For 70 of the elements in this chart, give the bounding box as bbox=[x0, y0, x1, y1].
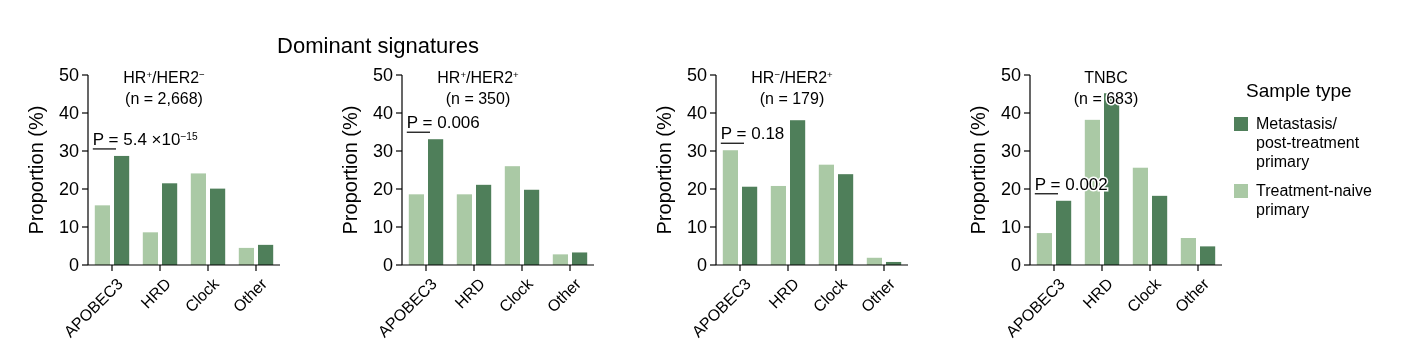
y-axis-title: Proportion (%) bbox=[339, 105, 361, 235]
y-tick-label: 10 bbox=[58, 217, 79, 238]
bar bbox=[838, 174, 854, 265]
y-axis-title: Proportion (%) bbox=[967, 105, 989, 235]
bar bbox=[408, 194, 424, 265]
y-tick-label: 40 bbox=[1000, 103, 1021, 124]
y-tick-label: 50 bbox=[1000, 65, 1021, 86]
legend-label: Treatment-naive primary bbox=[1256, 182, 1372, 218]
y-tick-label: 10 bbox=[686, 217, 707, 238]
bar bbox=[238, 247, 254, 265]
y-tick-label: 10 bbox=[1000, 217, 1021, 238]
text: Dominant signatures bbox=[277, 33, 479, 58]
bar bbox=[770, 185, 786, 265]
y-axis-title: Proportion (%) bbox=[653, 105, 675, 235]
y-tick-label: 30 bbox=[372, 141, 393, 162]
legend-title: Sample type bbox=[1246, 80, 1352, 101]
bar bbox=[524, 189, 540, 265]
annotation: P = 0.006 bbox=[406, 113, 480, 133]
bar bbox=[790, 120, 806, 265]
annotation: P = 5.4 ×10$^{−15}$ bbox=[92, 129, 199, 149]
y-tick-label: 30 bbox=[1000, 141, 1021, 162]
bar bbox=[428, 139, 444, 265]
bar bbox=[456, 194, 472, 265]
y-tick-label: 20 bbox=[1000, 179, 1021, 200]
bar bbox=[258, 244, 274, 265]
y-tick-label: 10 bbox=[372, 217, 393, 238]
text: (n = 2,668) bbox=[125, 90, 203, 107]
y-tick-label: 0 bbox=[1010, 255, 1021, 276]
y-tick-label: 20 bbox=[686, 179, 707, 200]
y-tick-label: 50 bbox=[372, 65, 393, 86]
bar bbox=[94, 205, 110, 265]
y-tick-label: 0 bbox=[68, 255, 79, 276]
annotation: P = 0.18 bbox=[720, 124, 785, 144]
bar bbox=[1056, 200, 1072, 265]
bar bbox=[210, 188, 226, 265]
y-tick-label: 30 bbox=[686, 141, 707, 162]
y-tick-label: 0 bbox=[696, 255, 707, 276]
y-tick-label: 40 bbox=[58, 103, 79, 124]
bar bbox=[142, 232, 158, 265]
bar bbox=[1200, 246, 1216, 265]
y-tick-label: 40 bbox=[372, 103, 393, 124]
chart-title: HR$^{+}$/HER2$^{+}$ bbox=[437, 68, 520, 86]
bar bbox=[190, 173, 206, 265]
bar bbox=[114, 155, 130, 265]
legend-label: Metastasis/ post-treatment primary bbox=[1256, 115, 1360, 170]
bar bbox=[1036, 233, 1052, 265]
text: (n = 179) bbox=[759, 90, 825, 107]
bar bbox=[476, 184, 492, 265]
bar bbox=[552, 254, 568, 265]
y-tick-label: 40 bbox=[686, 103, 707, 124]
y-axis-title: Proportion (%) bbox=[25, 105, 47, 235]
bar bbox=[1132, 167, 1148, 265]
y-tick-label: 20 bbox=[58, 179, 79, 200]
bar bbox=[818, 164, 834, 265]
bar bbox=[722, 150, 738, 265]
bar bbox=[742, 186, 758, 265]
bar bbox=[1152, 195, 1168, 265]
bar bbox=[572, 252, 588, 265]
y-tick-label: 20 bbox=[372, 179, 393, 200]
chart-title: HR$^{−}$/HER2$^{+}$ bbox=[751, 68, 834, 86]
bar bbox=[162, 183, 178, 265]
y-tick-label: 0 bbox=[382, 255, 393, 276]
chart-title: HR$^{+}$/HER2$^{−}$ bbox=[123, 68, 206, 86]
text: (n = 350) bbox=[445, 90, 511, 107]
bar bbox=[1180, 238, 1196, 265]
y-tick-label: 30 bbox=[58, 141, 79, 162]
y-tick-label: 50 bbox=[686, 65, 707, 86]
chart-title: TNBC bbox=[1084, 69, 1128, 86]
bar bbox=[504, 166, 520, 265]
y-tick-label: 50 bbox=[58, 65, 79, 86]
